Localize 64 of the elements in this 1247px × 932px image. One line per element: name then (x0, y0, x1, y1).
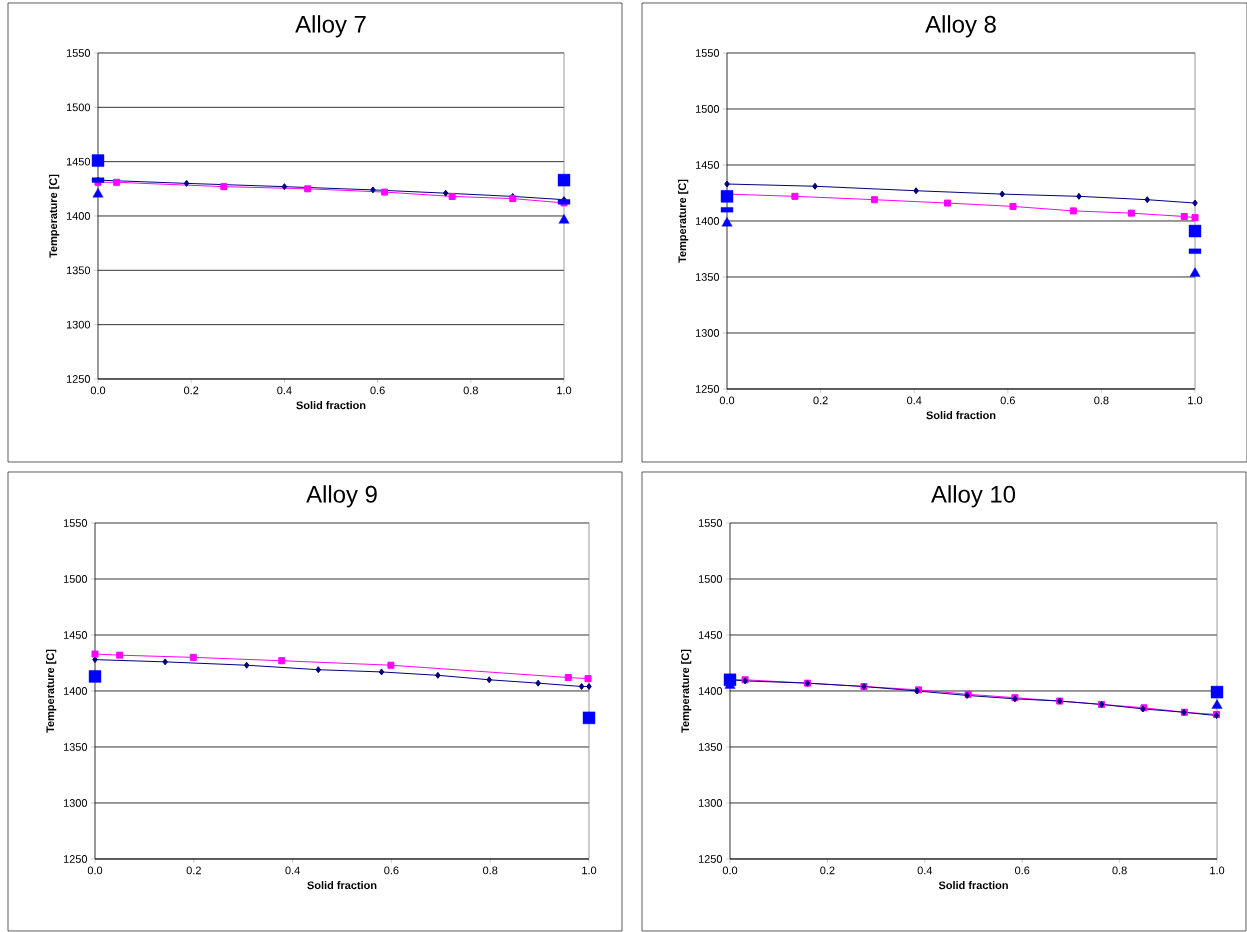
y-tick-label: 1350 (698, 743, 723, 751)
y-tick-label: 1550 (698, 519, 723, 527)
x-tick-label: 0.2 (184, 386, 199, 395)
y-tick-label: 1400 (695, 217, 720, 225)
x-tick-label: 0.8 (463, 386, 478, 395)
x-tick-label: 0.2 (820, 866, 835, 875)
y-axis-title: Temperature [C] (46, 649, 57, 733)
x-tick-label: 0.2 (186, 866, 201, 875)
x-tick-label: 0.8 (1094, 396, 1109, 405)
y-tick-label: 1450 (66, 157, 91, 166)
x-tick-label: 0.0 (722, 866, 738, 875)
y-tick-label: 1250 (63, 855, 88, 863)
y-tick-label: 1300 (63, 799, 88, 807)
y-tick-label: 1500 (66, 103, 91, 112)
x-tick-label: 0.6 (1000, 396, 1015, 405)
x-tick-label: 1.0 (1188, 396, 1203, 405)
x-tick-label: 0.4 (277, 386, 292, 395)
x-tick-label: 0.6 (384, 866, 399, 875)
x-tick-label: 0.8 (1112, 866, 1127, 875)
y-axis-title: Temperature [C] (681, 649, 692, 733)
chart-title: Alloy 8 (925, 15, 996, 38)
x-tick-label: 1.0 (582, 866, 597, 875)
x-tick-label: 1.0 (1210, 866, 1225, 875)
y-axis-title: Temperature [C] (678, 179, 689, 263)
y-tick-label: 1350 (66, 266, 91, 275)
x-tick-label: 0.0 (87, 866, 103, 875)
y-tick-label: 1400 (698, 687, 723, 695)
y-tick-label: 1250 (698, 855, 723, 863)
y-tick-label: 1500 (698, 575, 723, 583)
y-tick-label: 1250 (66, 375, 91, 383)
x-axis-title: Solid fraction (926, 411, 996, 420)
x-axis-title: Solid fraction (296, 401, 366, 410)
y-tick-label: 1400 (66, 212, 91, 220)
x-tick-label: 0.0 (90, 386, 106, 395)
chart-title: Alloy 10 (931, 485, 1016, 508)
y-tick-label: 1300 (66, 320, 91, 329)
x-tick-label: 0.4 (917, 866, 933, 875)
x-tick-label: 0.4 (907, 396, 922, 405)
y-tick-label: 1450 (63, 631, 88, 639)
y-tick-label: 1500 (63, 575, 88, 583)
y-tick-label: 1550 (695, 49, 720, 57)
x-tick-label: 1.0 (557, 386, 572, 395)
x-axis-title: Solid fraction (938, 881, 1008, 890)
y-tick-label: 1300 (698, 799, 723, 807)
y-tick-label: 1450 (695, 161, 720, 169)
y-tick-label: 1350 (63, 743, 88, 751)
y-tick-label: 1550 (63, 519, 88, 527)
x-tick-label: 0.8 (483, 866, 498, 875)
y-tick-label: 1450 (698, 631, 723, 639)
y-tick-label: 1350 (695, 273, 720, 281)
x-tick-label: 0.2 (813, 396, 828, 405)
x-tick-label: 0.4 (285, 866, 300, 875)
y-tick-label: 1250 (695, 385, 720, 393)
x-tick-label: 0.0 (719, 396, 735, 405)
y-tick-label: 1300 (695, 329, 720, 337)
y-tick-label: 1550 (66, 49, 91, 57)
y-tick-label: 1500 (695, 105, 720, 113)
chart-title: Alloy 7 (295, 15, 366, 38)
x-axis-title: Solid fraction (307, 881, 377, 890)
y-tick-label: 1400 (63, 687, 88, 695)
chart-title: Alloy 9 (306, 485, 377, 508)
x-tick-label: 0.6 (370, 386, 385, 395)
y-axis-title: Temperature [C] (49, 174, 60, 258)
x-tick-label: 0.6 (1015, 866, 1030, 875)
